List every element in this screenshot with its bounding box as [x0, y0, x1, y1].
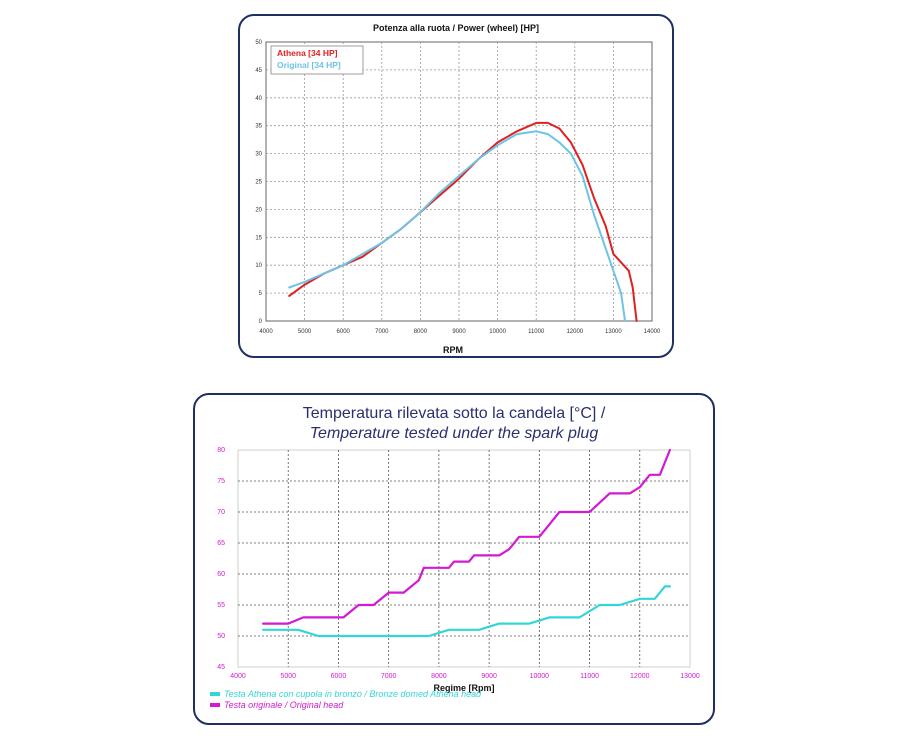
- power-y-tick-label: 40: [255, 96, 262, 102]
- power-y-tick-label: 30: [255, 152, 262, 158]
- temp-y-tick-label: 45: [217, 664, 225, 671]
- power-x-tick-label: 8000: [414, 329, 428, 335]
- power-y-tick-label: 45: [255, 68, 262, 74]
- temp-legend-entry: Testa Athena con cupola in bronzo / Bron…: [224, 689, 482, 699]
- power-y-tick-label: 20: [255, 207, 262, 213]
- temperature-chart-legend: Testa Athena con cupola in bronzo / Bron…: [210, 689, 482, 710]
- temperature-chart: Temperatura rilevata sotto la candela [°…: [210, 405, 700, 710]
- power-x-tick-label: 9000: [452, 329, 466, 335]
- power-legend-box: [270, 45, 364, 75]
- temp-x-tick-label: 9000: [481, 673, 497, 680]
- temp-series-line-1: [262, 448, 671, 625]
- power-x-tick-label: 4000: [259, 329, 273, 335]
- power-y-tick-label: 50: [255, 40, 262, 46]
- temp-y-tick-label: 65: [217, 540, 225, 547]
- power-chart-x-axis-label: RPM: [443, 345, 463, 355]
- temp-x-tick-label: 6000: [331, 673, 347, 680]
- temp-y-tick-label: 70: [217, 509, 225, 516]
- power-x-tick-label: 10000: [489, 329, 506, 335]
- power-y-tick-label: 0: [259, 319, 263, 325]
- power-series-line-0: [288, 121, 638, 322]
- temp-x-tick-label: 5000: [280, 673, 296, 680]
- temp-y-tick-label: 80: [217, 447, 225, 454]
- power-y-tick-label: 35: [255, 124, 262, 130]
- temp-x-tick-label: 12000: [630, 673, 650, 680]
- power-x-tick-label: 13000: [605, 329, 622, 335]
- temp-series-line-0: [262, 585, 671, 638]
- temp-x-tick-label: 4000: [230, 673, 246, 680]
- power-y-tick-label: 10: [255, 263, 262, 269]
- power-x-tick-label: 11000: [528, 329, 545, 335]
- temp-x-tick-label: 8000: [431, 673, 447, 680]
- temp-legend-swatch: [210, 703, 220, 707]
- power-y-tick-label: 25: [255, 180, 262, 186]
- power-chart: Potenza alla ruota / Power (wheel) [HP] …: [255, 23, 661, 355]
- power-y-tick-label: 5: [259, 291, 263, 297]
- temperature-chart-subtitle: Temperature tested under the spark plug: [310, 425, 599, 442]
- temperature-chart-panel: Temperatura rilevata sotto la candela [°…: [193, 393, 715, 725]
- temp-legend-entry: Testa originale / Original head: [224, 700, 344, 710]
- temp-y-tick-label: 75: [217, 478, 225, 485]
- temp-y-tick-label: 60: [217, 571, 225, 578]
- temp-x-tick-label: 7000: [381, 673, 397, 680]
- temp-x-tick-label: 13000: [680, 673, 700, 680]
- temperature-chart-x-axis-label: Regime [Rpm]: [433, 683, 494, 693]
- temp-legend-swatch: [210, 692, 220, 696]
- power-x-tick-label: 12000: [566, 329, 583, 335]
- temp-y-tick-label: 50: [217, 633, 225, 640]
- power-chart-title: Potenza alla ruota / Power (wheel) [HP]: [373, 23, 539, 33]
- temp-plot-area: [237, 449, 691, 668]
- power-x-tick-label: 7000: [375, 329, 389, 335]
- power-x-tick-label: 6000: [337, 329, 351, 335]
- power-legend-entry: Athena [34 HP]: [277, 48, 338, 58]
- power-chart-panel: Potenza alla ruota / Power (wheel) [HP] …: [238, 14, 674, 358]
- temp-x-tick-label: 10000: [530, 673, 550, 680]
- power-legend-entry: Original [34 HP]: [277, 60, 341, 70]
- power-x-tick-label: 5000: [298, 329, 312, 335]
- temp-y-tick-label: 55: [217, 602, 225, 609]
- power-y-tick-label: 15: [255, 235, 262, 241]
- temperature-chart-title: Temperatura rilevata sotto la candela [°…: [303, 405, 606, 422]
- power-x-tick-label: 14000: [644, 329, 661, 335]
- temp-x-tick-label: 11000: [580, 673, 599, 680]
- power-series-line-1: [288, 130, 626, 322]
